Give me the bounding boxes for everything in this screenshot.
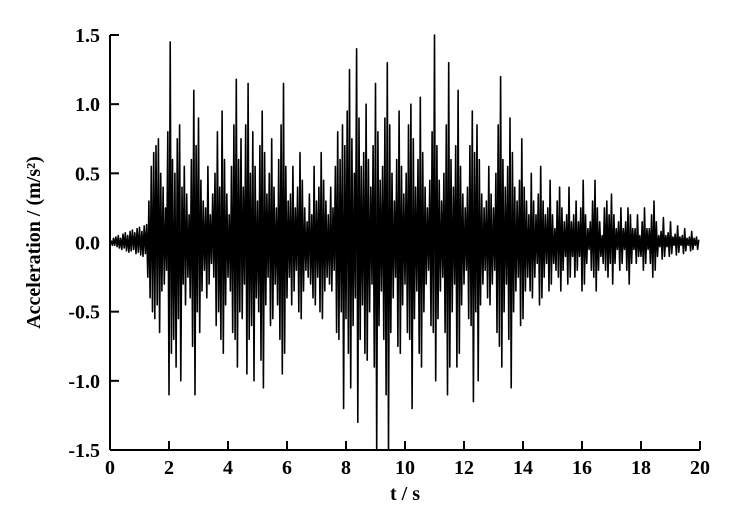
x-tick-label: 2 [164,457,174,479]
y-tick-label: 1.5 [75,25,100,47]
x-tick-label: 6 [282,457,292,479]
x-tick-label: 4 [223,457,233,479]
x-tick-label: 18 [631,457,651,479]
y-tick-label: -1.0 [68,371,100,393]
y-axis-label: Acceleration / (m/s²) [23,156,45,329]
x-tick-label: 20 [690,457,710,479]
x-axis-label: t / s [390,483,420,505]
y-tick-label: -0.5 [68,302,100,324]
y-tick-label: 0.0 [75,233,100,255]
x-tick-label: 16 [572,457,592,479]
x-tick-label: 14 [513,457,533,479]
x-tick-label: 0 [105,457,115,479]
x-tick-label: 10 [395,457,415,479]
y-tick-label: 0.5 [75,163,100,185]
acceleration-time-chart: 0 2 4 6 8 10 12 14 16 18 20 -1.5 -1.0 -0.5 0.0 0.5 1.0 1.… [0,0,732,522]
y-tick-label: 1.0 [75,94,100,116]
x-tick-label: 12 [454,457,474,479]
x-tick-label: 8 [341,457,351,479]
y-tick-label: -1.5 [68,440,100,462]
chart-svg: 0 2 4 6 8 10 12 14 16 18 20 -1.5 -1.0 -0.5 0.0 0.5 1.0 1.… [0,0,732,522]
